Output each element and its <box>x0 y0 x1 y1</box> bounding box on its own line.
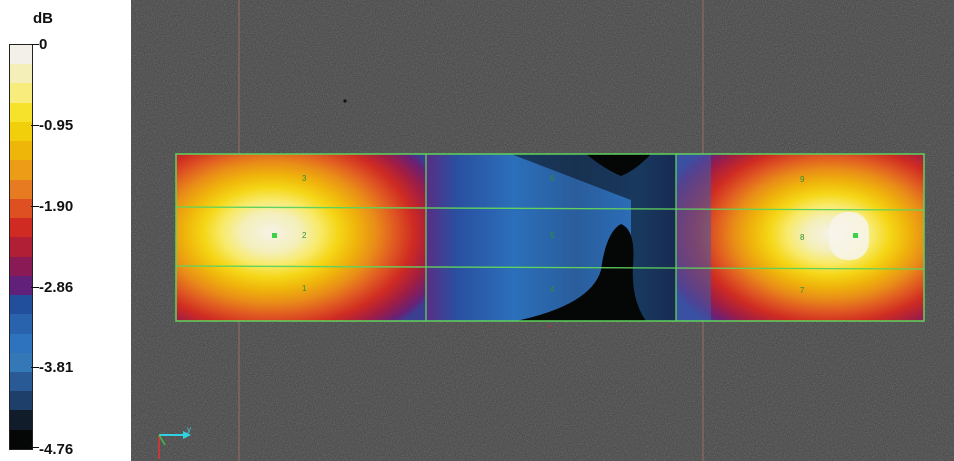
grid-line-h2 <box>175 265 925 270</box>
legend-label-1: -0.95 <box>39 117 74 134</box>
legend-swatch <box>10 256 32 276</box>
zone-label: 2 <box>302 231 307 240</box>
legend-swatch <box>10 160 32 180</box>
legend-swatch <box>10 102 32 122</box>
zone-label: 6 <box>550 174 555 183</box>
legend-swatch <box>10 391 32 411</box>
legend-swatch <box>10 410 32 430</box>
zone-label: 9 <box>800 175 805 184</box>
axis-triad: y <box>158 425 191 459</box>
legend-swatch <box>10 237 32 257</box>
zone-label: 5 <box>550 231 555 240</box>
zone-label: 8 <box>800 233 805 242</box>
y-axis-head <box>183 431 191 439</box>
y-axis-label: y <box>187 425 191 434</box>
dark-lobe-bottom <box>516 224 646 321</box>
legend-tick <box>31 367 39 368</box>
legend-swatch <box>10 333 32 353</box>
legend-swatch <box>10 64 32 84</box>
zone-label: 4 <box>550 285 555 294</box>
grid-line-h1 <box>175 206 925 211</box>
hot-zone-right <box>676 154 924 321</box>
legend-swatch <box>10 121 32 142</box>
dark-lobe <box>511 154 676 321</box>
legend-tick <box>31 44 39 45</box>
color-legend: dB 0 -0.95 -1.90 -2.86 -3.81 -4.76 <box>0 0 130 461</box>
legend-label-5: -4.76 <box>39 441 74 458</box>
legend-swatch <box>10 141 32 161</box>
legend-tick <box>31 125 39 126</box>
legend-swatch <box>10 218 32 238</box>
hot-zone-left <box>176 154 426 321</box>
zone-label: 1 <box>302 284 307 293</box>
dark-lobe-top <box>586 154 651 176</box>
zone-label: 7 <box>800 286 805 295</box>
zone-label: 3 <box>302 174 307 183</box>
contour-plot: 3 2 1 6 5 4 9 8 7 <box>131 0 954 461</box>
legend-swatch <box>10 295 32 315</box>
speck <box>343 99 347 103</box>
legend-swatch <box>10 429 32 449</box>
legend-swatch <box>10 198 32 219</box>
legend-tick <box>31 206 39 207</box>
legend-label-3: -2.86 <box>39 279 74 296</box>
x-axis-arrow <box>158 434 166 446</box>
sensor-marker-left[interactable] <box>272 233 277 238</box>
contour-viewport[interactable]: 3 2 1 6 5 4 9 8 7 y <box>131 0 954 461</box>
blue-edge-right <box>676 154 711 321</box>
sensor-marker-right[interactable] <box>853 233 858 238</box>
legend-swatch <box>10 45 32 65</box>
hotspot-right <box>829 212 869 260</box>
speck <box>547 324 551 328</box>
legend-label-4: -3.81 <box>39 359 74 376</box>
legend-swatch <box>10 371 32 392</box>
legend-swatch <box>10 275 32 296</box>
legend-tick <box>31 287 39 288</box>
legend-label-2: -1.90 <box>39 198 74 215</box>
legend-swatch <box>10 179 32 199</box>
legend-tick <box>31 447 39 448</box>
legend-label-0: 0 <box>39 36 48 53</box>
grid-border <box>175 153 925 322</box>
legend-swatch <box>10 314 32 334</box>
legend-color-bar <box>9 44 33 450</box>
legend-swatch <box>10 83 32 103</box>
legend-unit: dB <box>33 10 53 27</box>
legend-swatch <box>10 352 32 372</box>
